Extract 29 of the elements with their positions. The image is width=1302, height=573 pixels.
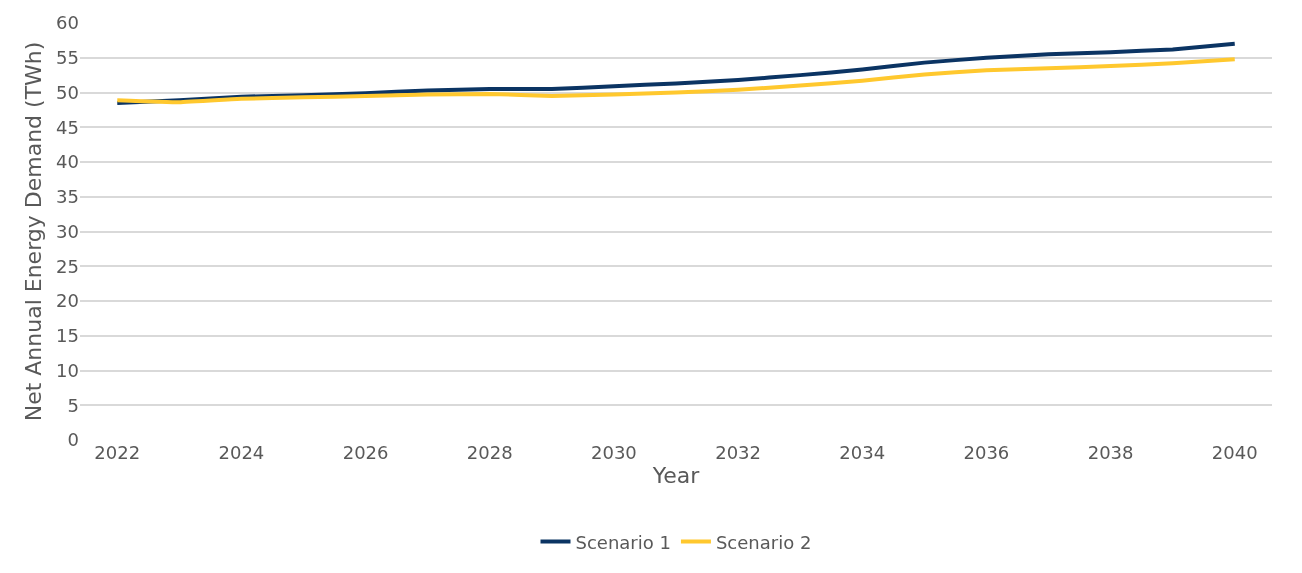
y-tick-label: 50 bbox=[56, 81, 79, 103]
x-tick-label: 2024 bbox=[218, 442, 265, 463]
y-tick-label: 60 bbox=[56, 12, 79, 34]
y-tick-label: 20 bbox=[56, 290, 79, 312]
x-tick-label: 2036 bbox=[963, 442, 1010, 463]
x-tick-label: 2022 bbox=[94, 442, 141, 463]
y-tick-label: 45 bbox=[56, 116, 79, 138]
line-series bbox=[115, 41, 1237, 105]
y-tick-label: 5 bbox=[67, 394, 79, 416]
legend-label: Scenario 2 bbox=[715, 531, 812, 553]
x-tick-label: 2026 bbox=[342, 442, 389, 463]
y-tick-label: 0 bbox=[67, 429, 79, 451]
legend-label: Scenario 1 bbox=[575, 531, 671, 553]
y-tick-label: 25 bbox=[56, 255, 79, 277]
y-tick-label: 15 bbox=[56, 325, 79, 347]
y-tick-label: 10 bbox=[56, 359, 79, 381]
y-tick-label: 40 bbox=[56, 151, 79, 173]
line-series bbox=[115, 57, 1237, 105]
x-axis-title: Year bbox=[651, 462, 701, 488]
x-tick-label: 2030 bbox=[591, 442, 637, 463]
x-tick-label: 2034 bbox=[839, 442, 886, 463]
x-tick-label: 2038 bbox=[1087, 442, 1134, 463]
x-tick-label: 2028 bbox=[466, 442, 513, 463]
x-tick-label: 2032 bbox=[715, 442, 761, 463]
y-axis-title: Net Annual Energy Demand (TWh) bbox=[20, 41, 46, 422]
x-tick-label: 2040 bbox=[1211, 442, 1258, 463]
y-tick-label: 30 bbox=[56, 220, 79, 242]
y-tick-label: 35 bbox=[56, 186, 79, 208]
y-tick-label: 55 bbox=[56, 47, 79, 69]
